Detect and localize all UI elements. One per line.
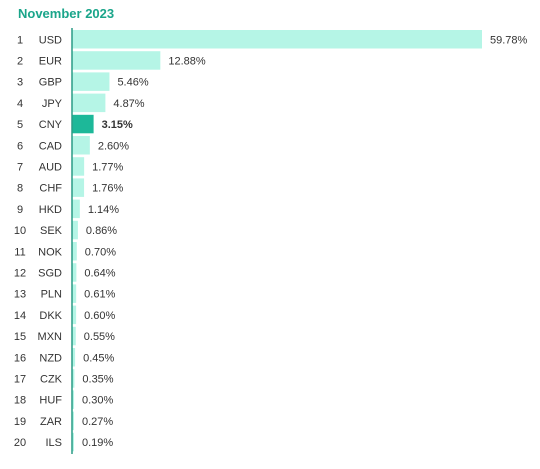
chart-title: November 2023 (18, 6, 115, 21)
rank-label: 3 (17, 77, 23, 89)
bar-chf (72, 178, 85, 197)
bar-sgd (72, 263, 77, 282)
rank-label: 2 (17, 55, 23, 67)
category-label: CZK (40, 373, 63, 385)
rank-label: 13 (14, 289, 26, 301)
category-label: GBP (39, 77, 62, 89)
bar-dkk (72, 305, 77, 325)
category-label: PLN (41, 289, 62, 301)
value-label: 1.14% (88, 204, 119, 216)
category-label: CHF (39, 183, 62, 195)
bar-czk (72, 369, 75, 388)
rank-label: 5 (17, 119, 23, 131)
value-label: 0.70% (85, 246, 116, 258)
category-label: CAD (39, 140, 62, 152)
value-label: 0.60% (84, 310, 115, 322)
bar-nzd (72, 348, 76, 367)
value-label: 1.76% (92, 183, 123, 195)
value-label: 0.45% (83, 352, 114, 364)
rank-label: 16 (14, 352, 26, 364)
value-label: 0.30% (82, 395, 113, 407)
rank-label: 4 (17, 98, 23, 110)
value-label: 59.78% (490, 34, 528, 46)
category-label: SEK (40, 225, 63, 237)
category-label: DKK (39, 310, 62, 322)
category-label: ILS (45, 437, 62, 449)
bar-aud (72, 157, 85, 176)
value-label: 0.61% (84, 289, 115, 301)
rank-label: 11 (14, 246, 25, 258)
category-label: MXN (38, 331, 63, 343)
value-label: 4.87% (113, 98, 144, 110)
value-label: 1.77% (92, 161, 123, 173)
category-label: HKD (39, 204, 62, 216)
value-label: 12.88% (168, 55, 206, 67)
bar-mxn (72, 326, 76, 346)
category-label: NZD (39, 352, 62, 364)
rank-label: 9 (17, 204, 23, 216)
category-label: HUF (39, 395, 62, 407)
category-label: ZAR (40, 416, 62, 428)
rank-label: 10 (14, 225, 26, 237)
category-label: NOK (38, 246, 63, 258)
bar-eur (72, 51, 161, 70)
bar-pln (72, 284, 77, 303)
bar-usd (72, 30, 482, 49)
value-label: 0.19% (82, 437, 113, 449)
value-label: 0.64% (84, 267, 115, 279)
value-label: 5.46% (117, 77, 148, 89)
rank-label: 8 (17, 183, 23, 195)
category-label: AUD (39, 161, 62, 173)
category-label: SGD (38, 267, 62, 279)
value-label: 0.55% (84, 331, 115, 343)
bar-zar (72, 411, 74, 431)
rank-label: 19 (14, 416, 26, 428)
bar-jpy (72, 93, 106, 113)
value-label: 0.27% (82, 416, 113, 428)
category-label: USD (39, 34, 62, 46)
bar-sek (72, 220, 78, 240)
bar-cny (72, 114, 94, 134)
bar-ils (72, 432, 74, 452)
rank-label: 6 (17, 140, 23, 152)
rank-label: 14 (14, 310, 26, 322)
bar-cad (72, 136, 90, 155)
bar-hkd (72, 199, 80, 219)
rank-label: 12 (14, 267, 26, 279)
category-label: CNY (39, 119, 63, 131)
value-label: 0.86% (86, 225, 117, 237)
value-label: 0.35% (82, 373, 113, 385)
value-label: 3.15% (102, 119, 133, 131)
bar-gbp (72, 72, 110, 91)
rank-label: 17 (14, 373, 26, 385)
category-label: JPY (42, 98, 63, 110)
rank-label: 15 (14, 331, 26, 343)
rank-label: 18 (14, 395, 26, 407)
rank-label: 1 (17, 34, 23, 46)
bar-huf (72, 390, 75, 409)
bar-nok (72, 242, 77, 261)
rank-label: 20 (14, 437, 26, 449)
value-label: 2.60% (98, 140, 129, 152)
rank-label: 7 (17, 161, 23, 173)
category-label: EUR (39, 55, 62, 67)
